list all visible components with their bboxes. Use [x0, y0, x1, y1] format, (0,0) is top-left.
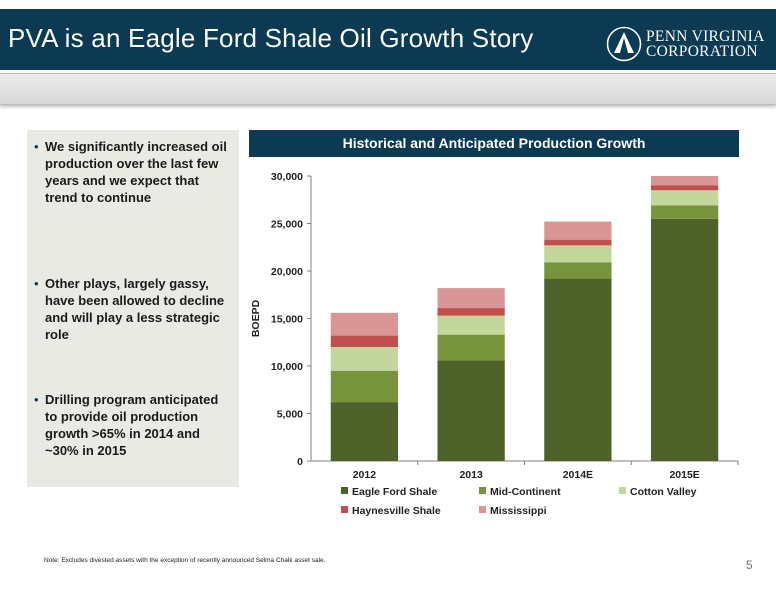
- page-number: 5: [746, 558, 753, 572]
- bar-segment: [437, 288, 505, 309]
- production-chart: 0 5,000 10,000 15,000 20,000 25,000 30,000 BOEP…: [250, 171, 739, 517]
- bullet-item: • We significantly increased oil product…: [34, 138, 234, 206]
- bullet-text: Other plays, largely gassy, have been al…: [45, 276, 225, 342]
- bar-segment: [650, 190, 719, 206]
- bar-segment: [330, 402, 399, 461]
- x-tick-label: 2015E: [669, 469, 699, 481]
- bullet-dot-icon: •: [34, 392, 39, 407]
- x-tick-label: 2012: [353, 469, 377, 481]
- legend-label: Haynesville Shale: [352, 505, 441, 517]
- slide-title: PVA is an Eagle Ford Shale Oil Growth St…: [8, 23, 534, 53]
- y-tick-label: 25,000: [271, 219, 303, 231]
- legend-label: Mid-Continent: [490, 486, 561, 498]
- x-tick-label: 2013: [459, 469, 483, 481]
- bar-segment: [544, 221, 612, 240]
- bar-segment: [544, 245, 612, 263]
- bar-segment: [437, 334, 505, 361]
- bar-segment: [650, 176, 719, 186]
- logo-text: PENN VIRGINIA CORPORATION: [646, 28, 765, 60]
- y-tick-label: 15,000: [271, 314, 303, 326]
- logo-line-2: CORPORATION: [646, 43, 758, 60]
- footnote: Note: Excludes divested assets with the …: [44, 557, 326, 564]
- legend-label: Eagle Ford Shale: [352, 486, 437, 498]
- legend-swatch: [619, 487, 626, 494]
- y-tick-label: 5,000: [277, 409, 303, 421]
- bar-segment: [544, 239, 612, 246]
- bullet-item: • Drilling program anticipated to provid…: [34, 391, 234, 459]
- company-logo: PENN VIRGINIA CORPORATION: [606, 26, 771, 70]
- header-bar: PVA is an Eagle Ford Shale Oil Growth St…: [0, 9, 776, 70]
- bar-segment: [330, 312, 399, 336]
- bullet-dot-icon: •: [34, 276, 39, 291]
- y-tick-label: 30,000: [271, 171, 303, 183]
- x-tick-label: 2014E: [563, 469, 593, 481]
- subheader-bar: [0, 73, 776, 105]
- bar-segment: [437, 360, 505, 461]
- legend-swatch: [341, 487, 348, 494]
- legend-swatch: [479, 506, 486, 513]
- bar-segment: [437, 315, 505, 335]
- bullet-text: Drilling program anticipated to provide …: [45, 392, 219, 458]
- y-tick-label: 20,000: [271, 266, 303, 278]
- bar-segment: [544, 278, 612, 461]
- legend-swatch: [341, 506, 348, 513]
- bar-segment: [330, 335, 399, 347]
- legend-label: Mississippi: [490, 505, 547, 517]
- bullet-text: We significantly increased oil productio…: [45, 139, 227, 205]
- legend-swatch: [479, 487, 486, 494]
- y-axis-label: BOEPD: [250, 299, 262, 337]
- bar-segment: [330, 347, 399, 371]
- bar-segment: [650, 205, 719, 219]
- bar-segment: [437, 308, 505, 316]
- bullet-panel: • We significantly increased oil product…: [27, 130, 239, 487]
- bullet-item: • Other plays, largely gassy, have been …: [34, 275, 234, 343]
- bar-segment: [650, 218, 719, 461]
- bar-segment: [650, 185, 719, 191]
- bar-segment: [544, 262, 612, 279]
- triangle-logo-icon: [606, 26, 642, 62]
- y-tick-label: 0: [297, 456, 303, 468]
- legend-label: Cotton Valley: [630, 486, 697, 498]
- y-tick-label: 10,000: [271, 361, 303, 373]
- logo-line-1: PENN VIRGINIA: [646, 28, 765, 45]
- bar-segment: [330, 370, 399, 403]
- chart-title: Historical and Anticipated Production Gr…: [249, 130, 739, 157]
- bullet-dot-icon: •: [34, 139, 39, 154]
